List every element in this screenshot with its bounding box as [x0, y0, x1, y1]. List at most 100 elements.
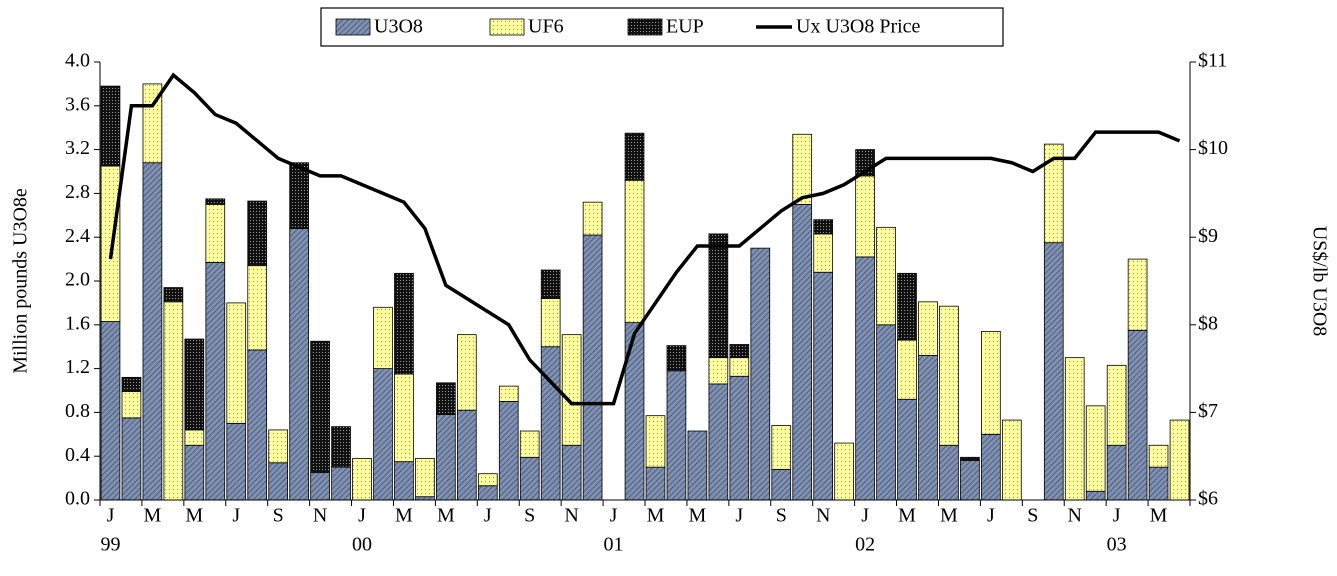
bar-segment	[394, 272, 414, 375]
bar-segment	[205, 203, 226, 263]
bar-segment	[813, 233, 834, 273]
y2-tick-label: $11	[1198, 50, 1227, 72]
x-tick-label: J	[358, 505, 366, 527]
x-tick-label: M	[940, 505, 958, 527]
bar-segment	[1043, 143, 1064, 244]
y2-tick-label: $10	[1198, 137, 1228, 159]
y-tick-label: 0.0	[65, 488, 90, 510]
bar-segment	[540, 298, 561, 348]
x-tick-label: N	[564, 505, 578, 527]
y2-tick-label: $8	[1198, 312, 1218, 334]
bar-segment	[918, 355, 938, 501]
bar-segment	[436, 382, 456, 415]
bar-segment	[352, 457, 372, 501]
y-tick-label: 2.4	[65, 225, 90, 247]
bar-segment	[477, 473, 498, 487]
bar-segment	[289, 228, 309, 501]
legend-label: EUP	[666, 16, 704, 38]
bar-segment	[1148, 466, 1169, 501]
bar-segment	[394, 373, 414, 463]
bar-segment	[1043, 242, 1064, 501]
bar-segment	[184, 444, 205, 501]
bar-segment	[142, 83, 163, 164]
x-tick-label: M	[689, 505, 707, 527]
year-label: 03	[1107, 534, 1127, 556]
x-tick-label: S	[273, 505, 284, 527]
price-line	[108, 72, 1181, 406]
year-label: 00	[352, 534, 372, 556]
y-tick-label: 0.4	[65, 444, 90, 466]
bar-segment	[666, 370, 687, 501]
legend-label: UF6	[528, 16, 564, 38]
bar-segment	[645, 415, 666, 468]
bar-segment	[813, 271, 834, 501]
legend-swatch	[335, 18, 371, 36]
y2-tick-label: $6	[1198, 488, 1218, 510]
bar-segment	[708, 233, 729, 359]
x-tick-label: M	[185, 505, 203, 527]
x-tick-label: J	[107, 505, 115, 527]
bar-segment	[897, 339, 917, 400]
bar-segment	[981, 433, 1001, 501]
x-tick-label: J	[861, 505, 869, 527]
x-tick-label: J	[610, 505, 618, 527]
legend-label: U3O8	[374, 16, 423, 38]
bar-segment	[624, 132, 645, 181]
bar-segment	[331, 426, 351, 468]
x-tick-label: N	[1067, 505, 1081, 527]
bar-segment	[708, 357, 729, 385]
x-tick-label: S	[1027, 505, 1038, 527]
bar-segment	[415, 457, 435, 498]
bar-segment	[100, 321, 121, 501]
bar-segment	[876, 324, 896, 501]
x-tick-label: J	[735, 505, 743, 527]
bar-segment	[792, 203, 813, 501]
year-label: 02	[855, 534, 875, 556]
bar-segment	[268, 462, 289, 501]
bar-segment	[184, 338, 205, 431]
bar-segment	[666, 345, 687, 372]
bar-segment	[729, 344, 750, 359]
bar-segment	[897, 272, 917, 341]
x-tick-label: J	[484, 505, 492, 527]
bar-segment	[960, 460, 980, 501]
bar-segment	[142, 162, 163, 501]
y2-tick-label: $7	[1198, 400, 1218, 422]
bar-segment	[540, 269, 561, 299]
bar-segment	[247, 265, 268, 351]
bar-segment	[1001, 419, 1022, 501]
bar-segment	[226, 302, 247, 424]
bar-segment	[708, 383, 729, 501]
y-tick-label: 0.8	[65, 400, 90, 422]
y-tick-label: 3.2	[65, 137, 90, 159]
bar-segment	[519, 456, 540, 501]
bar-segment	[121, 376, 142, 392]
bar-segment	[813, 219, 834, 235]
bar-segment	[184, 429, 205, 446]
y-tick-label: 3.6	[65, 93, 90, 115]
bar-segment	[855, 256, 875, 501]
bar-segment	[205, 198, 226, 205]
bar-segment	[247, 200, 268, 267]
bar-segment	[687, 430, 708, 501]
bar-segment	[100, 165, 121, 322]
bar-segment	[498, 385, 519, 402]
y-tick-label: 2.0	[65, 269, 90, 291]
legend-swatch	[627, 18, 663, 36]
bar-segment	[289, 162, 309, 229]
bar-segment	[834, 442, 854, 501]
bar-segment	[960, 456, 980, 461]
bar-segment	[205, 261, 226, 501]
x-tick-label: M	[898, 505, 916, 527]
bar-segment	[121, 391, 142, 419]
bar-segment	[771, 468, 792, 501]
y-tick-label: 1.6	[65, 312, 90, 334]
bar-segment	[645, 466, 666, 501]
bar-segment	[561, 444, 582, 501]
legend-swatch	[489, 18, 525, 36]
bar-segment	[582, 234, 603, 501]
bar-segment	[582, 201, 603, 236]
bar-segment	[519, 430, 540, 458]
bar-segment	[456, 334, 477, 411]
bar-segment	[1169, 419, 1190, 501]
